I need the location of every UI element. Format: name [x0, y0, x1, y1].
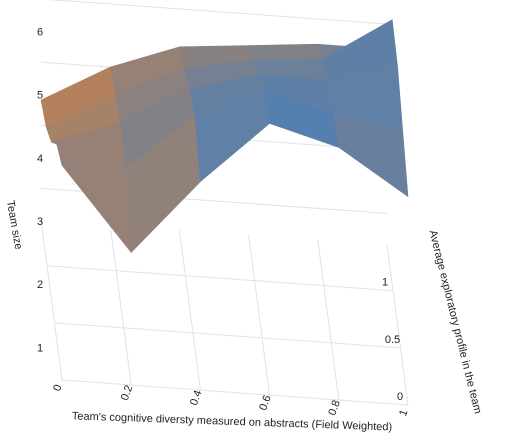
grid-line [61, 379, 409, 406]
grid-line [386, 244, 409, 406]
z-tick-label: 6 [37, 27, 43, 39]
z-axis-label: Team size [4, 200, 24, 251]
z-tick-label: 2 [37, 279, 43, 291]
grid-line [54, 322, 401, 349]
grid-line [40, 219, 63, 381]
x-tick-label: 0 [51, 383, 64, 393]
y-tick-label: 0.5 [385, 334, 400, 346]
z-tick-label: 1 [37, 342, 43, 354]
x-tick-label: 0.2 [119, 384, 136, 402]
grid-line [178, 229, 201, 391]
x-tick-label: 0.8 [326, 399, 343, 417]
surface-patch [333, 113, 409, 198]
grid-line [46, 265, 394, 292]
grid-line [48, 0, 388, 25]
grid-line [248, 234, 271, 396]
x-tick-label: 0.4 [188, 389, 205, 407]
x-axis-label: Team's cognitive diversty measured on ab… [72, 410, 393, 433]
z-tick-label: 4 [37, 153, 43, 165]
z-tick-label: 3 [37, 216, 43, 228]
surface-patch [248, 43, 324, 61]
x-tick-label: 0.6 [257, 394, 274, 412]
y-tick-label: 1 [382, 277, 388, 289]
y-axis-label: Average exploratory profile in the team [426, 229, 483, 415]
y-tick-label: 0 [397, 391, 403, 403]
z-tick-label: 5 [37, 90, 43, 102]
grid-line [109, 224, 132, 386]
x-tick-label: 1 [397, 408, 410, 418]
grid-line [317, 239, 340, 401]
